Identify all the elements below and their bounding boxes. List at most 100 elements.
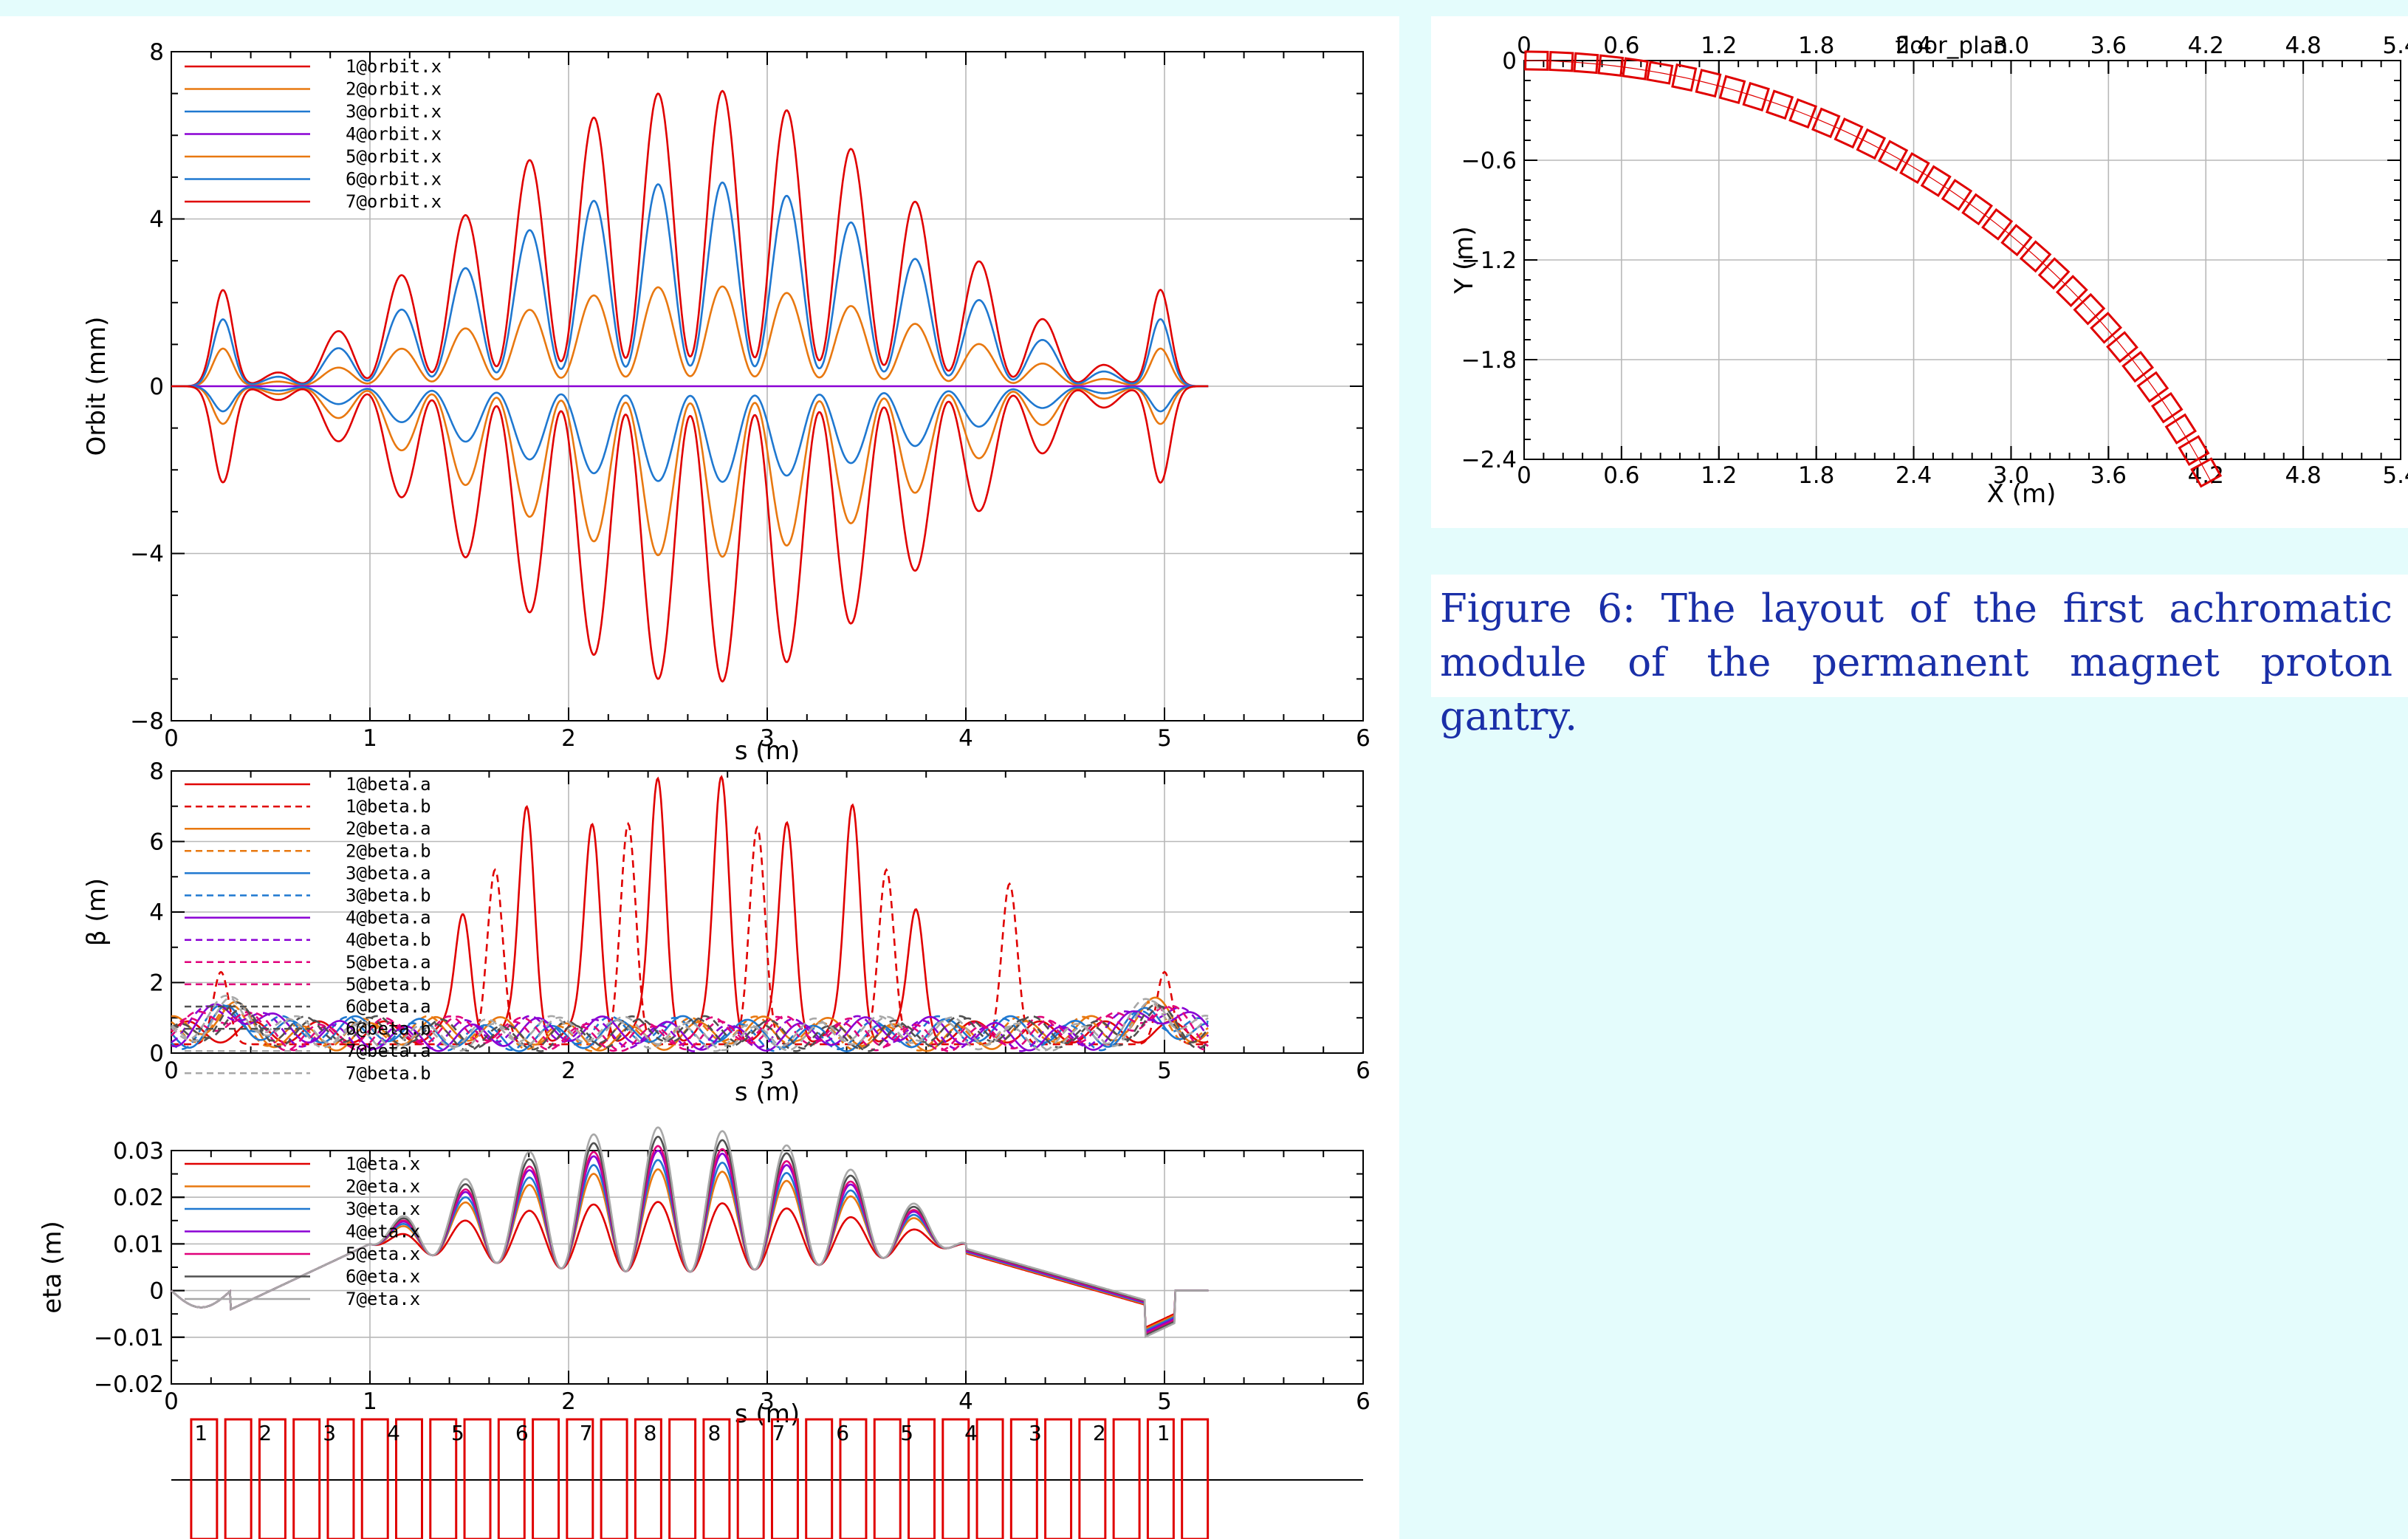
beta-line-5@beta.a bbox=[171, 1004, 1209, 1052]
beta-legend-label: 7@beta.a bbox=[346, 1041, 431, 1061]
orbit-tick-label-y: 4 bbox=[149, 207, 164, 233]
floor-plan-magnet bbox=[1548, 50, 1574, 72]
floor-plan-magnet bbox=[1695, 69, 1722, 98]
beta-xlabel: s (m) bbox=[735, 1077, 800, 1107]
floor-plan-magnet bbox=[1920, 165, 1952, 197]
lattice-magnet bbox=[600, 1418, 628, 1539]
floor-plan-magnet bbox=[1671, 63, 1698, 92]
floor-plan-magnet bbox=[1941, 179, 1973, 211]
floor-plan-magnet bbox=[2178, 435, 2210, 466]
lattice-magnet bbox=[941, 1418, 970, 1539]
lattice-magnet-label: 2 bbox=[258, 1421, 272, 1445]
floor_plan-tick-label-x: 4.8 bbox=[2285, 462, 2321, 489]
beta-legend: 1@beta.a1@beta.b2@beta.a2@beta.b3@beta.a… bbox=[185, 774, 431, 1083]
left-plot-panel: 0 1 2 3 4 5 6 −8 −4 0 4 8 s (m) Orbit (mm) 1@orbit.x 2@… bbox=[0, 16, 1399, 1539]
eta-line-6@eta.x bbox=[171, 1135, 1209, 1337]
lattice-magnet bbox=[839, 1418, 868, 1539]
beta-legend-label: 6@beta.a bbox=[346, 996, 431, 1017]
eta-line-3@eta.x bbox=[171, 1159, 1209, 1332]
beta-line-1@beta.b bbox=[171, 821, 1209, 1046]
floor_plan-tick-label-x-top: 1.2 bbox=[1701, 32, 1737, 59]
lattice-magnet bbox=[1112, 1418, 1141, 1539]
orbit-line-6@orbit.x bbox=[171, 385, 1209, 483]
floor-plan-plot: 000.60.61.21.21.81.82.42.43.03.03.63.64.… bbox=[1450, 32, 2408, 509]
floor-plan-magnet bbox=[1961, 193, 1993, 226]
orbit-legend-label: 6@orbit.x bbox=[346, 169, 442, 190]
orbit-tick-label-y: 0 bbox=[149, 374, 164, 400]
floor-plan-magnet bbox=[2019, 240, 2052, 273]
lattice-magnet-label: 5 bbox=[451, 1421, 464, 1445]
floor_plan-tick-label-y: 0 bbox=[1502, 48, 1517, 75]
lattice-magnet bbox=[1078, 1418, 1107, 1539]
floor_plan-tick-label-x: 5.4 bbox=[2382, 462, 2408, 489]
orbit-xlabel: s (m) bbox=[735, 736, 800, 766]
floor-plan-reference-orbit bbox=[1524, 60, 2213, 484]
floor-plan-magnet bbox=[1981, 208, 2014, 241]
floor_plan-tick-label-y: −1.2 bbox=[1461, 247, 1517, 274]
floor_plan-tick-label-x-top: 4.8 bbox=[2285, 32, 2321, 59]
beta-legend-label: 2@beta.a bbox=[346, 818, 431, 839]
beta-line-6@beta.a bbox=[171, 1005, 1210, 1052]
floor-plan-magnet bbox=[1834, 117, 1864, 149]
floor_plan-tick-label-x-top: 2.4 bbox=[1896, 32, 1932, 59]
lattice-magnet bbox=[702, 1418, 731, 1539]
beta-legend-label: 5@beta.b bbox=[346, 974, 431, 995]
eta-frame bbox=[171, 1150, 1364, 1385]
lattice-magnet-label: 7 bbox=[580, 1421, 593, 1445]
floor_plan-tick-label-x: 2.4 bbox=[1896, 462, 1932, 489]
lattice-magnet bbox=[395, 1418, 423, 1539]
floor-plan-magnet bbox=[2164, 413, 2197, 445]
floor-plan-magnet bbox=[1597, 54, 1625, 77]
beta-tick-label-x: 2 bbox=[561, 1058, 576, 1084]
floor-plan-magnet bbox=[2000, 224, 2033, 257]
floor_plan-tick-label-x: 0.6 bbox=[1603, 462, 1639, 489]
beta-tick-label-y: 6 bbox=[149, 829, 164, 856]
orbit-series bbox=[171, 89, 1209, 683]
eta-legend: 1@eta.x2@eta.x3@eta.x4@eta.x5@eta.x6@eta… bbox=[185, 1154, 420, 1309]
lattice-magnet bbox=[190, 1418, 219, 1539]
lattice-magnet-label: 8 bbox=[708, 1421, 721, 1445]
figure-caption: Figure 6: The layout of the first achrom… bbox=[1440, 586, 2392, 739]
floor-plan-magnet bbox=[2037, 257, 2071, 290]
eta-legend-label: 4@eta.x bbox=[346, 1221, 420, 1242]
eta-tick-label-x: 3 bbox=[760, 1388, 775, 1415]
floor_plan-tick-label-x-top: 1.8 bbox=[1798, 32, 1834, 59]
orbit-legend-label: 4@orbit.x bbox=[346, 124, 442, 145]
beta-legend-label: 3@beta.a bbox=[346, 863, 431, 883]
floor-plan-magnet bbox=[1856, 128, 1887, 160]
beta-axes: 0 2 3 5 6 0 2 4 6 8 s (m) β (m) bbox=[82, 758, 1371, 1107]
beta-legend-label: 3@beta.b bbox=[346, 885, 431, 906]
beta-legend-label: 5@beta.a bbox=[346, 952, 431, 973]
beta-legend-label: 7@beta.b bbox=[346, 1063, 431, 1083]
orbit-tick-label-y: −4 bbox=[130, 541, 164, 568]
lattice-magnet bbox=[908, 1418, 936, 1539]
orbit-legend-label: 5@orbit.x bbox=[346, 146, 442, 167]
lattice-magnet bbox=[1181, 1418, 1210, 1539]
beta-line-6@beta.b bbox=[171, 1001, 1210, 1052]
orbit-line-1@orbit.x bbox=[171, 89, 1209, 388]
eta-tick-label-x: 1 bbox=[363, 1388, 377, 1415]
beta-tick-label-y: 2 bbox=[149, 970, 164, 997]
lattice-magnet bbox=[1146, 1418, 1175, 1539]
orbit-legend-label: 3@orbit.x bbox=[346, 101, 442, 122]
floor-plan-magnet bbox=[1899, 151, 1930, 185]
floor_plan-tick-label-y: −1.8 bbox=[1461, 347, 1517, 374]
beta-legend-label: 2@beta.b bbox=[346, 840, 431, 861]
lattice-magnet bbox=[805, 1418, 834, 1539]
lattice-magnet bbox=[292, 1418, 321, 1539]
eta-tick-label-y: 0.01 bbox=[113, 1231, 164, 1258]
lattice-magnet bbox=[1009, 1418, 1038, 1539]
floor_plan-tick-label-y: −2.4 bbox=[1461, 447, 1517, 473]
orbit-legend-label: 1@orbit.x bbox=[346, 56, 442, 77]
eta-legend-label: 6@eta.x bbox=[346, 1266, 420, 1287]
lattice-magnet bbox=[429, 1418, 458, 1539]
orbit-line-2@orbit.x bbox=[171, 285, 1209, 388]
floor-plan-magnet bbox=[1788, 97, 1818, 129]
floor_plan-tick-label-x: 3.6 bbox=[2090, 462, 2127, 489]
beta-series bbox=[170, 775, 1210, 1052]
floor-plan-panel: 0 0 0.6 0.6 1.2 1.2 1.8 1.8 2.4 2.4 3.0 3.0 3.6 3.6 4.… bbox=[1431, 16, 2408, 528]
orbit-tick-label-x: 1 bbox=[363, 725, 377, 752]
beta-tick-label-x: 6 bbox=[1356, 1058, 1371, 1084]
beta-frame bbox=[171, 770, 1364, 1054]
orbit-tick-label-x: 4 bbox=[958, 725, 973, 752]
